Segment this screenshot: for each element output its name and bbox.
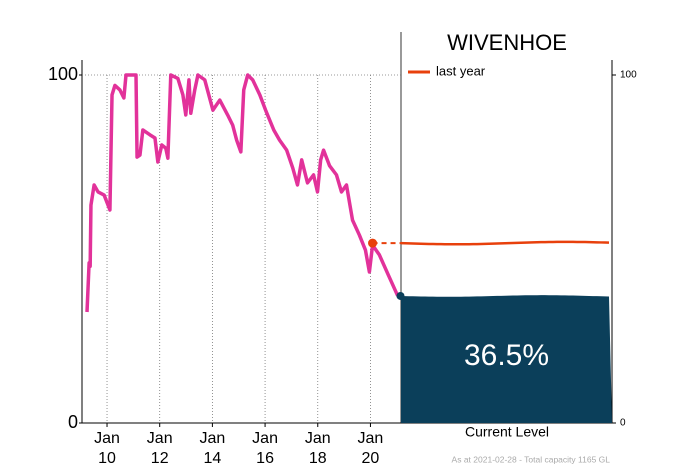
x-tick-label: Jan 20	[358, 430, 384, 467]
y2-tick-label: 100	[620, 70, 637, 81]
chart-title: WIVENHOE	[447, 30, 567, 55]
x-tick-label: Jan 10	[94, 430, 120, 467]
y-tick-label: 100	[48, 64, 78, 84]
last-year-point	[368, 238, 378, 248]
x-tick-label: Jan 12	[147, 430, 173, 467]
current-level-label: 36.5%	[464, 339, 549, 372]
footnote: As at 2021-02-28 - Total capacity 1165 G…	[452, 454, 611, 464]
last-year-line	[400, 240, 610, 246]
x-tick-label: Jan 14	[199, 430, 225, 467]
y2-tick-label: 0	[620, 418, 626, 429]
legend-label: last year	[436, 63, 486, 78]
x-tick-label: Jan 16	[252, 430, 278, 467]
panel-label: Current Level	[465, 424, 549, 440]
series-line	[85, 73, 402, 313]
x-tick-label: Jan 18	[305, 430, 331, 467]
current-level-fill	[401, 295, 612, 423]
y-tick-label: 0	[68, 412, 78, 432]
current-point	[396, 291, 405, 300]
